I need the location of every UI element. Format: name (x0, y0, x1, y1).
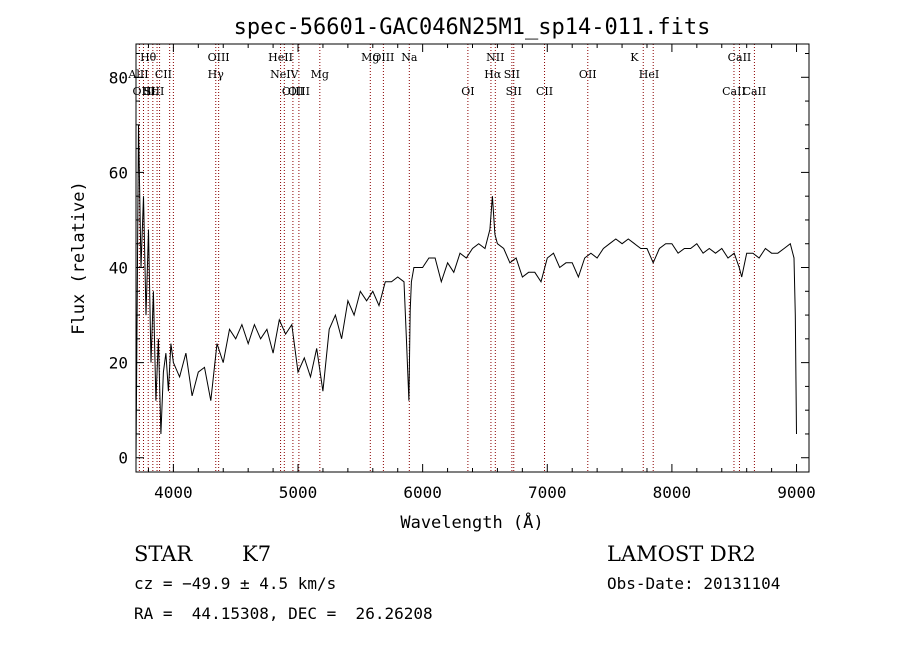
spectral-line-label: HeI (639, 68, 659, 81)
x-tick-label: 5000 (279, 483, 318, 502)
x-axis-label: Wavelength (Å) (400, 511, 543, 533)
spectral-line-label: HeII (268, 51, 293, 64)
line-labels: HθAlIIOIIIHεSIIICIIOIIIHγHeIINeIVOIIIOII… (127, 51, 766, 98)
spectral-line-label: SII (506, 85, 522, 98)
spectral-line-label: OIII (208, 51, 230, 64)
x-tick-label: 8000 (653, 483, 692, 502)
spectral-line-label: CaII (722, 85, 746, 98)
spectral-line-label: OI (461, 85, 474, 98)
survey-name: LAMOST DR2 (607, 542, 756, 566)
spectral-line-label: SIII (144, 85, 165, 98)
spectral-line-label: Hθ (140, 51, 157, 64)
footer-info: STAR K7 LAMOST DR2 cz = −49.9 ± 4.5 km/s… (134, 542, 780, 623)
spectral-line-label: CII (155, 68, 172, 81)
spectral-line-label: Na (401, 51, 418, 64)
obs-date: Obs-Date: 20131104 (607, 574, 780, 593)
spectral-line-label: CaII (728, 51, 752, 64)
spectral-line-label: CII (536, 85, 553, 98)
spectral-line-label: AlII (127, 68, 148, 81)
object-class: STAR (134, 542, 193, 566)
spectral-line-label: CaII (743, 85, 767, 98)
spectrum-line (135, 124, 797, 463)
spectral-line-label: OIII (282, 85, 304, 98)
redshift-value: cz = −49.9 ± 4.5 km/s (134, 574, 336, 593)
spectral-line-label: OIII (288, 85, 310, 98)
y-tick-label: 0 (118, 449, 128, 468)
spectral-line-label: Hγ (208, 68, 225, 81)
spectral-line-label: K (630, 51, 639, 64)
y-tick-label: 60 (109, 163, 128, 182)
x-tick-label: 6000 (403, 483, 442, 502)
spectral-line-label: Mg (311, 68, 329, 81)
spectral-line-label: OIII (132, 85, 154, 98)
spectral-line-label: NeIV (270, 68, 299, 81)
spectral-line-label: NII (486, 51, 504, 64)
object-subclass: K7 (242, 542, 271, 566)
line-markers (138, 44, 755, 472)
y-tick-label: 20 (109, 354, 128, 373)
x-tick-label: 7000 (528, 483, 567, 502)
spectral-line-label: Mg (361, 51, 379, 64)
y-tick-label: 80 (109, 68, 128, 87)
spectral-line-label: OII (579, 68, 597, 81)
coordinates: RA = 44.15308, DEC = 26.26208 (134, 604, 433, 623)
y-axis-label: Flux (relative) (69, 181, 89, 335)
chart-title: spec-56601-GAC046N25M1_sp14-011.fits (234, 15, 711, 40)
x-tick-label: 4000 (154, 483, 193, 502)
x-tick-label: 9000 (777, 483, 816, 502)
spectral-line-label: SII (504, 68, 520, 81)
axis-ticks: 4000 5000 6000 7000 8000 9000 0 20 40 60 80 (109, 44, 816, 502)
spectral-line-label: Hα (484, 68, 502, 81)
spectral-line-label: Hε (142, 85, 158, 98)
y-tick-label: 40 (109, 259, 128, 278)
spectral-line-label: OIII (372, 51, 394, 64)
